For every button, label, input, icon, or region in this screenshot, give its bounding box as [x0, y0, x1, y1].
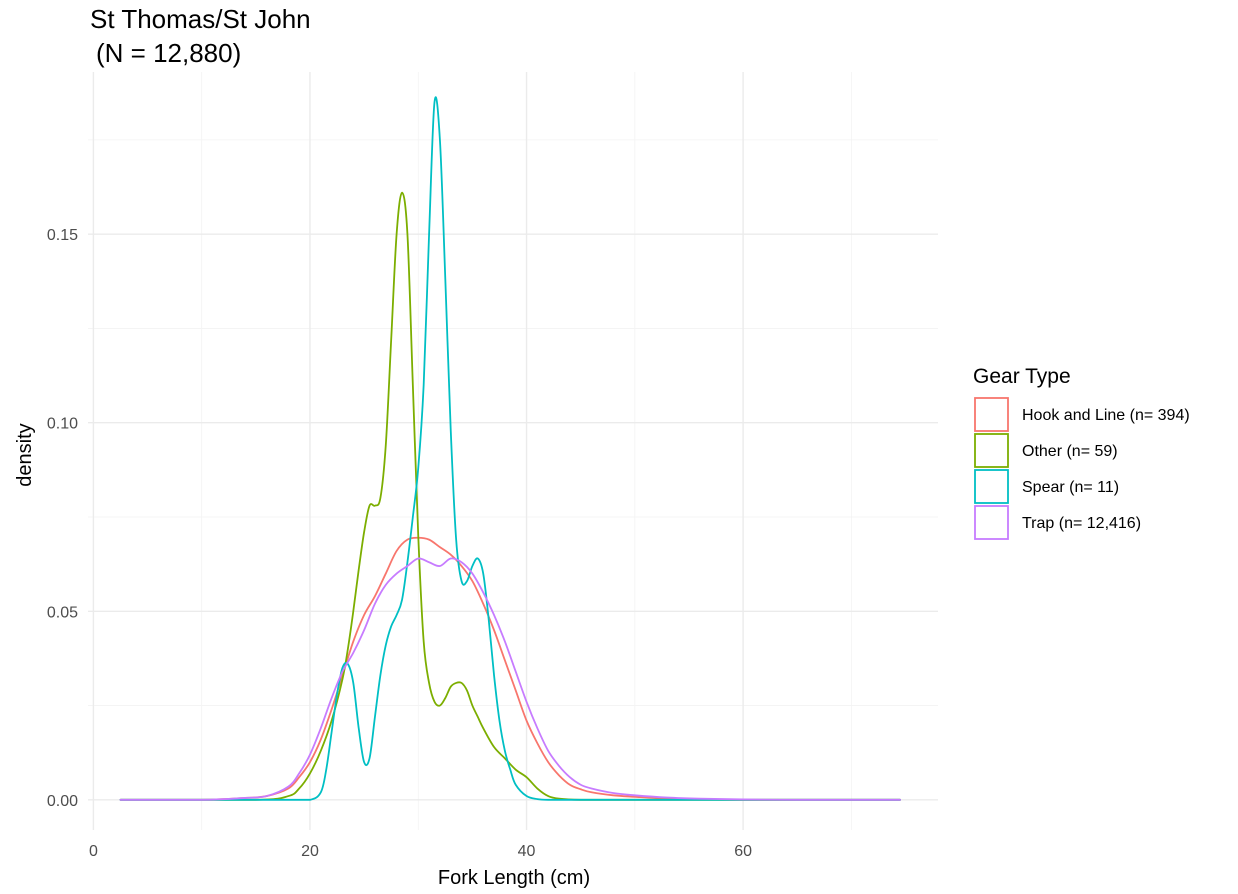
y-tick-label: 0.00 — [47, 793, 78, 810]
series-line-2 — [119, 96, 901, 801]
chart-subtitle: (N = 12,880) — [96, 38, 241, 68]
legend-key — [974, 505, 1009, 540]
y-axis-ticks: 0.00 0.05 0.10 0.15 — [47, 227, 78, 810]
series-line-0 — [119, 536, 901, 801]
legend-items: Hook and Line (n= 394) Other (n= 59) Spear… — [974, 397, 1190, 540]
grid — [88, 72, 938, 830]
x-axis-title: Fork Length (cm) — [438, 867, 590, 889]
x-tick-label: 20 — [301, 843, 319, 860]
legend-key — [974, 433, 1009, 468]
x-tick-label: 0 — [89, 843, 98, 860]
y-tick-label: 0.10 — [47, 416, 78, 433]
legend: Gear Type Hook and Line (n= 394) Other (n… — [973, 365, 1190, 540]
legend-label: Other (n= 59) — [1022, 443, 1118, 460]
y-tick-label: 0.05 — [47, 604, 78, 621]
y-tick-label: 0.15 — [47, 227, 78, 244]
chart-title: St Thomas/St John — [90, 4, 311, 34]
x-tick-label: 60 — [734, 843, 752, 860]
series-line-1 — [119, 191, 901, 801]
y-axis-title: density — [14, 423, 36, 486]
legend-label: Trap (n= 12,416) — [1022, 515, 1141, 532]
legend-title: Gear Type — [973, 365, 1071, 388]
legend-label: Hook and Line (n= 394) — [1022, 407, 1190, 424]
legend-label: Spear (n= 11) — [1022, 479, 1119, 496]
legend-key — [974, 469, 1009, 504]
series-line-3 — [119, 557, 901, 801]
x-axis-ticks: 0 20 40 60 — [89, 843, 752, 860]
x-tick-label: 40 — [518, 843, 536, 860]
series-lines — [119, 96, 901, 801]
legend-key — [974, 397, 1009, 432]
